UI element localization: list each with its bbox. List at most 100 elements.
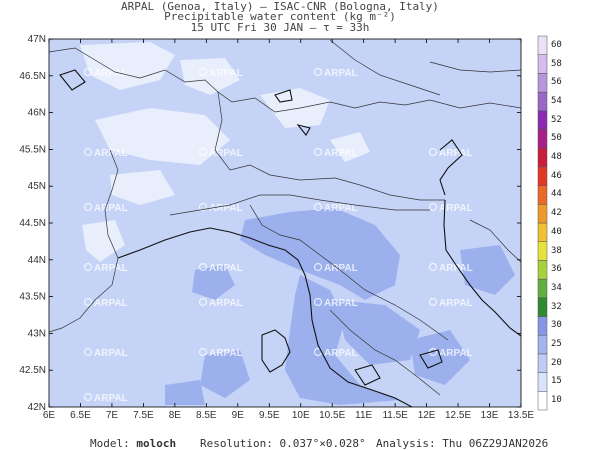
svg-text:ARPAL: ARPAL (439, 148, 473, 159)
header-line-3: 15 UTC Fri 30 JAN – τ = 33h (190, 21, 370, 34)
arpal-watermark: ARPAL (83, 202, 128, 214)
colorbar-swatch (537, 353, 548, 373)
svg-text:ARPAL: ARPAL (324, 263, 358, 274)
colorbar-swatch (537, 297, 548, 317)
low-value-areas (80, 42, 370, 262)
colorbar-label: 34 (551, 282, 562, 293)
header-line-2: Precipitable water content (kg m⁻²) (164, 10, 396, 23)
colorbar-swatch (537, 372, 548, 392)
lon-tick-label: 10.5E (319, 410, 345, 421)
colorbar-label: 58 (551, 58, 562, 69)
svg-text:ARPAL: ARPAL (94, 348, 128, 359)
lat-tick-label: 45.5N (19, 144, 46, 155)
arpal-watermarks: ARPAL ARPAL ARPAL ARPAL ARPAL ARPAL ARPAL ARPAL… (83, 67, 473, 404)
colorbar-label: 48 (551, 152, 562, 163)
colorbar-label: 40 (551, 226, 562, 237)
lat-tick-label: 47N (28, 34, 46, 45)
colorbar-label: 46 (551, 170, 562, 181)
lon-tick-label: 6.5E (70, 410, 91, 421)
map-plot-area: ARPAL ARPAL ARPAL ARPAL ARPAL ARPAL ARPAL ARPAL… (49, 39, 521, 407)
lon-tick-label: 7E (106, 410, 119, 421)
svg-text:ARPAL: ARPAL (439, 298, 473, 309)
lon-tick-label: 13.5E (508, 410, 534, 421)
arpal-watermark: ARPAL (313, 202, 358, 214)
lat-tick-label: 43N (28, 328, 46, 339)
arpal-watermark: ARPAL (198, 202, 243, 214)
arpal-watermark: ARPAL (198, 297, 243, 309)
svg-text:ARPAL: ARPAL (94, 68, 128, 79)
colorbar-swatch (537, 185, 548, 205)
lon-tick-label: 8E (169, 410, 182, 421)
footer-analysis: Analysis: Thu 06Z29JAN2026 (376, 437, 549, 450)
svg-text:ARPAL: ARPAL (94, 298, 128, 309)
administrative-borders (49, 39, 521, 396)
lon-tick-label: 9E (232, 410, 245, 421)
svg-text:ARPAL: ARPAL (439, 348, 473, 359)
colorbar-swatch (537, 129, 548, 149)
colorbar-label: 42 (551, 208, 562, 219)
svg-text:ARPAL: ARPAL (324, 348, 358, 359)
colorbar-swatch (537, 147, 548, 168)
arpal-watermark: ARPAL (83, 262, 128, 274)
arpal-watermark: ARPAL (313, 147, 358, 159)
arpal-watermark: ARPAL (83, 347, 128, 359)
svg-text:ARPAL: ARPAL (439, 263, 473, 274)
lat-tick-label: 46N (28, 108, 46, 119)
coastlines (59, 69, 521, 407)
arpal-watermark: ARPAL (83, 392, 128, 404)
lat-tick-label: 43.5N (19, 292, 46, 303)
lon-tick-label: 9.5E (259, 410, 280, 421)
lon-tick-label: 6E (43, 410, 56, 421)
longitude-labels: 6E 6.5E 7E 7.5E 8E 8.5E 9E 9.5E 10E 10.5E 11E 11.5E… (43, 410, 535, 421)
lon-tick-label: 7.5E (133, 410, 154, 421)
colorbar-swatch (537, 316, 548, 336)
lat-tick-label: 46.5N (19, 71, 46, 82)
svg-text:ARPAL: ARPAL (324, 68, 358, 79)
svg-text:ARPAL: ARPAL (324, 298, 358, 309)
colorbar-label: 56 (551, 77, 562, 88)
arpal-watermark: ARPAL (428, 297, 473, 309)
colorbar-label: 44 (551, 189, 562, 200)
lon-tick-label: 13E (481, 410, 499, 421)
lon-tick-label: 11E (355, 410, 372, 421)
lon-tick-label: 10E (292, 410, 310, 421)
colorbar-swatch (537, 334, 548, 355)
lon-tick-label: 12.5E (445, 410, 471, 421)
footer-resolution: Resolution: 0.037°×0.028° (200, 437, 366, 450)
lat-tick-label: 44N (28, 255, 46, 266)
colorbar (537, 35, 548, 411)
arpal-watermark: ARPAL (198, 347, 243, 359)
svg-text:ARPAL: ARPAL (209, 348, 243, 359)
colorbar-swatch (537, 391, 548, 411)
lon-tick-label: 11.5E (382, 410, 408, 421)
colorbar-swatch (537, 278, 548, 299)
colorbar-swatch (537, 110, 548, 130)
arpal-watermark: ARPAL (313, 67, 358, 79)
lat-tick-label: 45N (28, 181, 46, 192)
colorbar-swatch (537, 222, 548, 242)
svg-text:ARPAL: ARPAL (94, 393, 128, 404)
lat-tick-label: 42N (28, 402, 46, 413)
arpal-watermark: ARPAL (83, 147, 128, 159)
colorbar-swatch (537, 241, 548, 261)
footer-model: Model: moloch (90, 437, 177, 450)
colorbar-label: 36 (551, 264, 562, 275)
colorbar-label: 38 (551, 245, 562, 256)
arpal-watermark: ARPAL (198, 262, 243, 274)
colorbar-label: 25 (551, 339, 562, 350)
colorbar-swatch (537, 260, 548, 280)
svg-text:ARPAL: ARPAL (94, 148, 128, 159)
lat-tick-label: 44.5N (19, 218, 46, 229)
lat-tick-label: 42.5N (19, 365, 46, 376)
svg-text:ARPAL: ARPAL (439, 203, 473, 214)
colorbar-swatch (537, 73, 548, 93)
svg-text:ARPAL: ARPAL (209, 68, 243, 79)
colorbar-label: 52 (551, 114, 562, 125)
lon-tick-label: 8.5E (196, 410, 217, 421)
colorbar-label: 10 (551, 395, 562, 406)
colorbar-swatch (537, 91, 548, 112)
svg-text:ARPAL: ARPAL (209, 148, 243, 159)
svg-text:ARPAL: ARPAL (94, 263, 128, 274)
colorbar-label: 30 (551, 320, 562, 331)
